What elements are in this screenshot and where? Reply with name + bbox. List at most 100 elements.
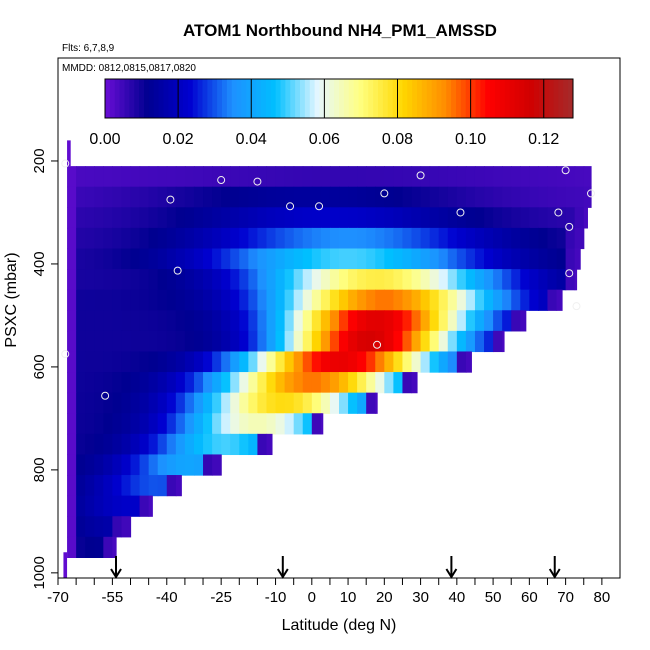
heatmap-cell [239,330,249,353]
heatmap-cell [257,392,268,414]
x-tick-label: 50 [485,589,502,606]
heatmap-cell [184,166,195,188]
chart-subtitle-flights: Flts: 6,7,8,9 [62,43,115,54]
heatmap-cell [465,351,472,373]
heatmap-cell [148,330,159,353]
heatmap-cell [157,351,168,373]
heatmap-cell [221,413,231,435]
heatmap-cell [411,186,422,208]
heatmap-cell [520,186,530,208]
heatmap-cell [203,166,213,188]
heatmap-cell [139,372,150,394]
heatmap-cell [366,330,376,353]
heatmap-cell [311,289,322,311]
heatmap-cell [366,372,376,394]
heatmap-cell [193,392,204,414]
heatmap-cell [67,372,77,394]
heatmap-cell [311,227,322,250]
heatmap-cell [311,186,322,208]
heatmap-cell [284,330,295,353]
x-tick-label: 10 [340,589,357,606]
heatmap-cell [175,227,186,250]
heatmap-cell [184,289,195,311]
heatmap-cell [221,269,231,291]
sample-point [456,208,465,217]
colorbar-segment [397,79,403,118]
heatmap-cell [484,248,494,270]
heatmap-cell [393,248,404,270]
heatmap-cell [311,207,322,229]
heatmap-cell [520,227,530,250]
heatmap-cell [148,413,159,435]
heatmap-cell [493,310,503,332]
heatmap-cell [438,310,449,332]
heatmap-cell [257,433,268,456]
heatmap-cell [502,207,512,229]
heatmap-cell [67,269,77,291]
heatmap-cell [375,207,385,229]
heatmap-cell [484,166,494,188]
colorbar-segment [348,79,355,118]
heatmap-cell [411,310,422,332]
heatmap-cell [257,227,268,250]
colorbar-tick-label: 0.02 [163,131,194,148]
heatmap-cell [266,289,277,311]
heatmap-cell [547,207,558,229]
colorbar-segment [504,79,511,118]
heatmap-cell [357,207,367,229]
heatmap-cell [329,310,340,332]
heatmap-cell [76,310,86,332]
heatmap-cell [67,166,77,188]
heatmap-cell [384,186,394,208]
heatmap-cell [266,413,277,435]
heatmap-cell [366,207,376,229]
heatmap-cell [438,186,449,208]
heatmap-cell [175,186,186,208]
heatmap-cell [520,166,530,188]
heatmap-cell [266,372,277,394]
colorbar-segment [373,79,379,118]
heatmap-cell [284,392,295,414]
heatmap-cell [130,433,141,456]
heatmap-cell [67,495,77,517]
heatmap-cell [329,289,340,311]
heatmap-cell [112,186,123,208]
heatmap-cell [230,433,240,456]
heatmap-cell [574,248,581,270]
heatmap-cell [284,289,295,311]
heatmap-cell [357,392,367,414]
heatmap-cell [85,227,95,250]
heatmap-cell [112,166,123,188]
heatmap-cell [139,413,150,435]
heatmap-cell [402,269,413,291]
heatmap-cell [130,227,141,250]
heatmap-cell [184,330,195,353]
sample-point [373,340,382,349]
heatmap-cell [320,310,331,332]
heatmap-cell [121,227,132,250]
heatmap-cell [175,413,186,435]
heatmap-cell [293,166,304,188]
heatmap-cell [375,310,385,332]
heatmap-cell [212,454,222,476]
heatmap-cell [193,166,204,188]
heatmap-cell [339,166,349,188]
heatmap-cell [203,248,213,270]
heatmap-cell [438,166,449,188]
heatmap-cell [67,186,77,208]
heatmap-cell [139,475,150,497]
heatmap-cell [103,536,113,558]
heatmap-cell [284,351,295,373]
sample-point [253,177,262,186]
heatmap-cell [94,392,104,414]
heatmap-cell [493,186,503,208]
heatmap-cell [130,289,141,311]
heatmap-cell [529,248,540,270]
heatmap-cell [175,433,186,456]
heatmap-cell [348,166,358,188]
sample-point [173,266,182,275]
colorbar-segment [183,79,189,118]
heatmap-cell [293,351,304,373]
heatmap-cell [212,372,222,394]
heatmap-cell [456,186,467,208]
